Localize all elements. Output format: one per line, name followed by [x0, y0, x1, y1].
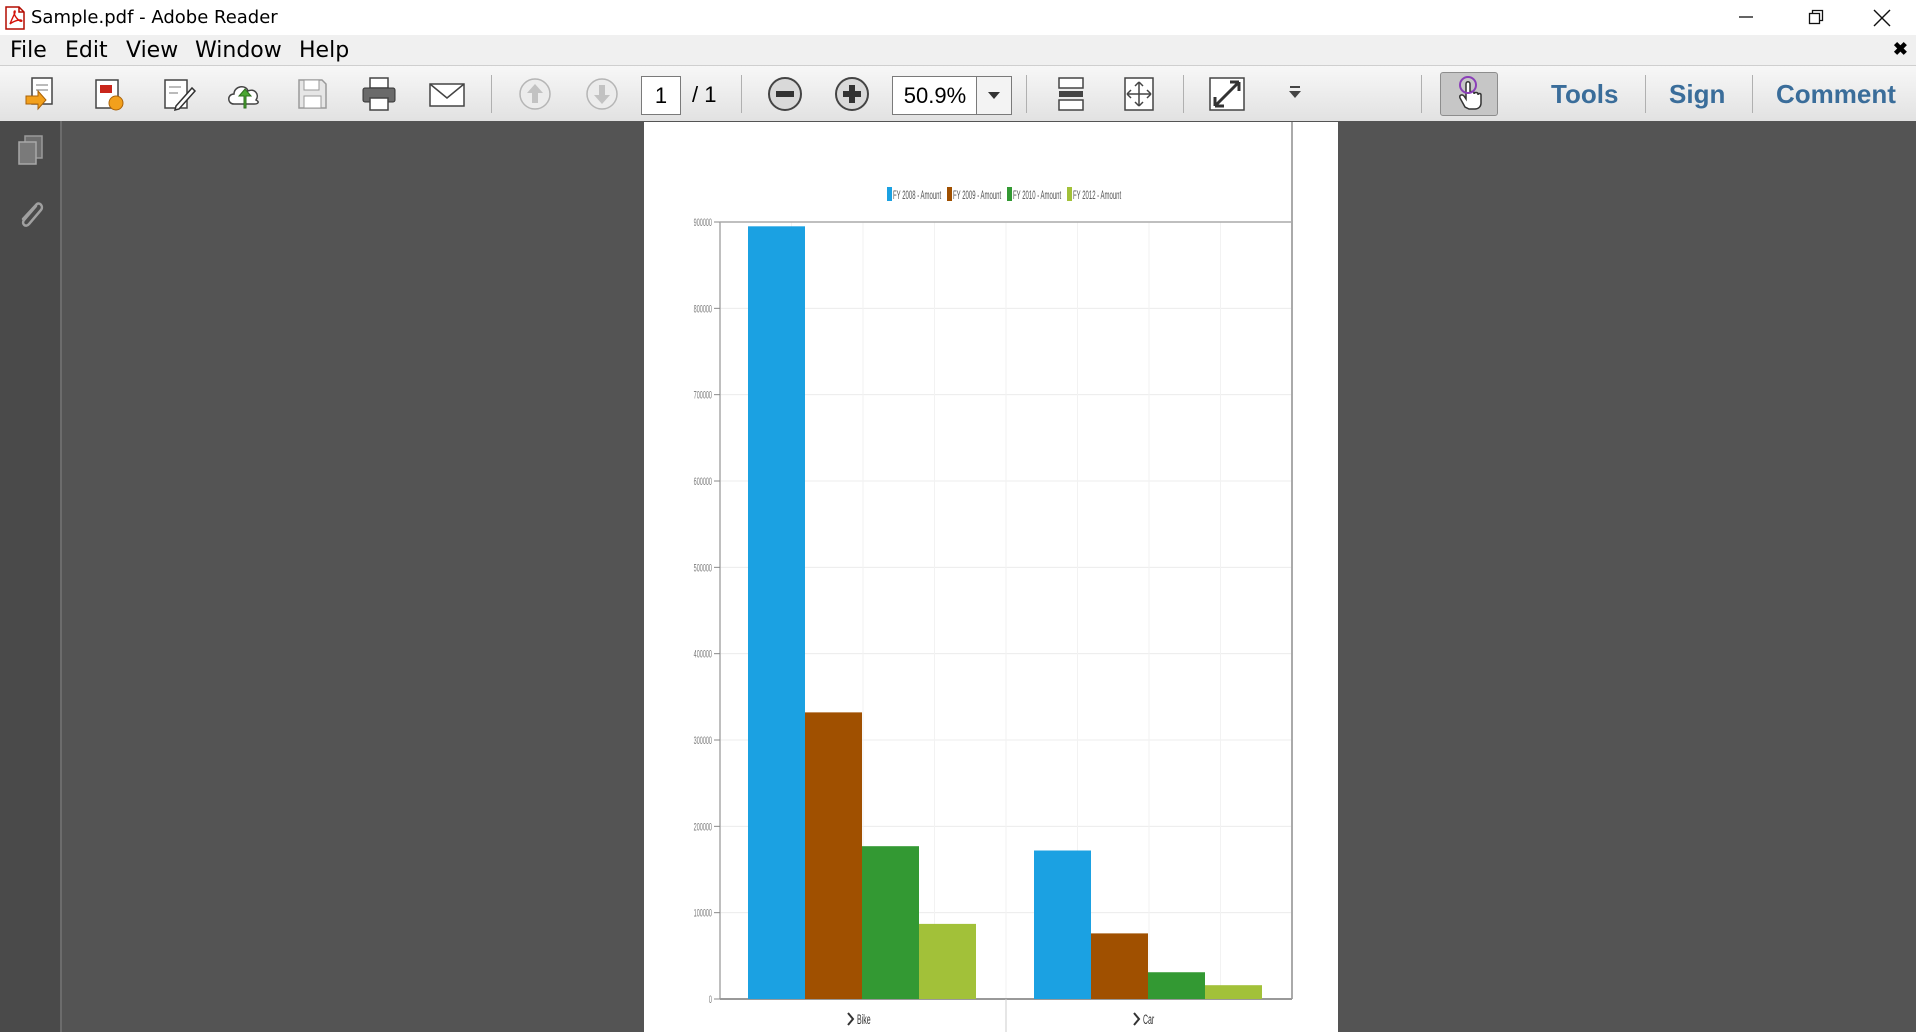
touch-mode-button[interactable] — [1440, 72, 1498, 116]
x-tick-label: Bike — [857, 1013, 871, 1028]
toolbar-separator — [1183, 75, 1184, 113]
toolbar-separator — [1421, 75, 1422, 113]
legend-label: FY 2009 - Amount — [953, 189, 1001, 203]
pages-thumbnails-icon[interactable] — [14, 133, 46, 167]
acrobat-pdf-icon — [5, 6, 25, 30]
window-title: Sample.pdf - Adobe Reader — [31, 7, 278, 28]
bar — [1091, 933, 1148, 999]
title-bar: Sample.pdf - Adobe Reader — [0, 0, 1916, 35]
save-icon[interactable] — [292, 74, 332, 114]
next-page-icon[interactable] — [582, 74, 622, 114]
menu-bar: File Edit View Window Help ✖ — [0, 35, 1916, 65]
create-pdf-icon[interactable] — [89, 74, 129, 114]
y-tick-label: 800000 — [694, 302, 712, 315]
expand-chevron-icon — [1133, 1012, 1141, 1026]
minimize-button[interactable] — [1711, 0, 1781, 35]
legend-label: FY 2012 - Amount — [1073, 189, 1121, 203]
legend-swatch — [1007, 187, 1012, 201]
menu-edit[interactable]: Edit — [65, 38, 108, 63]
x-tick-label: Car — [1143, 1013, 1154, 1028]
bar — [862, 846, 919, 999]
menu-help[interactable]: Help — [299, 38, 350, 63]
minimize-icon — [1739, 16, 1753, 18]
attachments-paperclip-icon[interactable] — [14, 197, 46, 231]
open-file-icon[interactable] — [22, 74, 62, 114]
chevron-down-icon — [988, 92, 1000, 99]
toolbar-separator — [1645, 75, 1646, 113]
close-document-button[interactable]: ✖ — [1892, 39, 1908, 59]
y-tick-label: 300000 — [694, 734, 712, 747]
y-axis-ticks: 0 100000 200000 300000 400000 500000 600000 700… — [694, 216, 720, 1006]
restore-icon — [1808, 9, 1824, 25]
y-tick-label: 100000 — [694, 907, 712, 920]
edit-pdf-icon[interactable] — [158, 74, 198, 114]
bar — [1148, 972, 1205, 999]
hand-touch-icon — [1459, 76, 1482, 110]
comment-pane-button[interactable]: Comment — [1776, 79, 1896, 109]
zoom-out-icon[interactable] — [765, 74, 805, 114]
legend-swatch — [887, 187, 892, 201]
y-tick-label: 200000 — [694, 820, 712, 833]
menu-file[interactable]: File — [10, 38, 47, 63]
chart-bars — [748, 226, 1262, 1000]
bar — [805, 712, 862, 999]
navigation-pane — [0, 121, 62, 1032]
close-icon — [1873, 9, 1891, 27]
fit-width-scroll-icon[interactable] — [1051, 74, 1091, 114]
legend-swatch — [947, 187, 952, 201]
bar — [1205, 985, 1262, 999]
close-window-button[interactable] — [1846, 0, 1916, 35]
sign-pane-button[interactable]: Sign — [1669, 79, 1726, 109]
full-screen-icon[interactable] — [1207, 74, 1247, 114]
zoom-dropdown-button[interactable] — [976, 76, 1012, 115]
y-tick-label: 400000 — [694, 648, 712, 661]
more-tools-dropdown-icon[interactable] — [1275, 74, 1315, 114]
x-axis-category: Car — [1133, 1012, 1154, 1028]
y-tick-label: 0 — [709, 993, 712, 1006]
y-tick-label: 500000 — [694, 561, 712, 574]
x-axis-labels: Bike Car — [847, 1012, 1154, 1028]
y-tick-label: 700000 — [694, 389, 712, 402]
menu-view[interactable]: View — [126, 38, 179, 63]
page-total: / 1 — [692, 82, 717, 107]
tools-pane-button[interactable]: Tools — [1551, 79, 1619, 109]
restore-button[interactable] — [1781, 0, 1851, 35]
x-axis-category: Bike — [847, 1012, 871, 1028]
pdf-page: 0 100000 200000 300000 400000 500000 600000 700… — [644, 122, 1338, 1032]
toolbar-separator — [741, 75, 742, 113]
y-tick-label: 900000 — [694, 216, 712, 229]
y-tick-label: 600000 — [694, 475, 712, 488]
legend-swatch — [1067, 187, 1072, 201]
zoom-input[interactable]: 50.9% — [892, 76, 978, 115]
menu-window[interactable]: Window — [195, 38, 282, 63]
email-icon[interactable] — [427, 74, 467, 114]
expand-chevron-icon — [847, 1012, 855, 1026]
bar — [1034, 850, 1091, 999]
bar — [919, 923, 976, 999]
legend-label: FY 2010 - Amount — [1013, 189, 1061, 203]
toolbar-separator — [1026, 75, 1027, 113]
page-number-input[interactable]: 1 — [641, 76, 681, 115]
bar-chart: 0 100000 200000 300000 400000 500000 600000 700… — [694, 122, 1293, 1032]
bar — [748, 226, 805, 1000]
legend-label: FY 2008 - Amount — [893, 189, 941, 203]
fit-page-icon[interactable] — [1119, 74, 1159, 114]
print-icon[interactable] — [359, 74, 399, 114]
toolbar-separator — [1752, 75, 1753, 113]
toolbar: 1 / 1 50.9% Tools Si — [0, 65, 1916, 122]
zoom-in-icon[interactable] — [832, 74, 872, 114]
chart-legend: FY 2008 - Amount FY 2009 - Amount FY 2010 … — [887, 187, 1121, 203]
cloud-upload-icon[interactable] — [224, 74, 264, 114]
previous-page-icon[interactable] — [515, 74, 555, 114]
toolbar-separator — [491, 75, 492, 113]
